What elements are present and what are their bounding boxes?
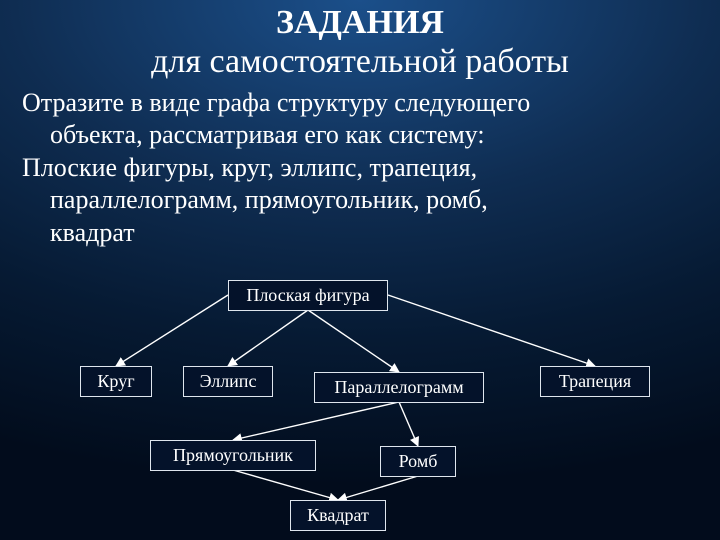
node-para: Параллелограмм bbox=[314, 372, 484, 403]
body-line-3: Плоские фигуры, круг, эллипс, трапеция, bbox=[22, 152, 702, 185]
slide: ЗАДАНИЯ для самостоятельной работы Отраз… bbox=[0, 0, 720, 540]
node-circle: Круг bbox=[80, 366, 152, 397]
node-rhomb: Ромб bbox=[380, 446, 456, 477]
node-root: Плоская фигура bbox=[228, 280, 388, 311]
body-line-5: квадрат bbox=[22, 217, 702, 250]
body-line-1: Отразите в виде графа структуру следующе… bbox=[22, 87, 702, 120]
node-square: Квадрат bbox=[290, 500, 386, 531]
title-line-2: для самостоятельной работы bbox=[0, 43, 720, 80]
task-text: Отразите в виде графа структуру следующе… bbox=[0, 81, 720, 250]
title-line-1: ЗАДАНИЯ bbox=[0, 0, 720, 41]
node-rect: Прямоугольник bbox=[150, 440, 316, 471]
body-line-4: параллелограмм, прямоугольник, ромб, bbox=[22, 184, 702, 217]
node-ellipse: Эллипс bbox=[183, 366, 273, 397]
body-line-2: объекта, рассматривая его как систему: bbox=[22, 119, 702, 152]
node-trap: Трапеция bbox=[540, 366, 650, 397]
